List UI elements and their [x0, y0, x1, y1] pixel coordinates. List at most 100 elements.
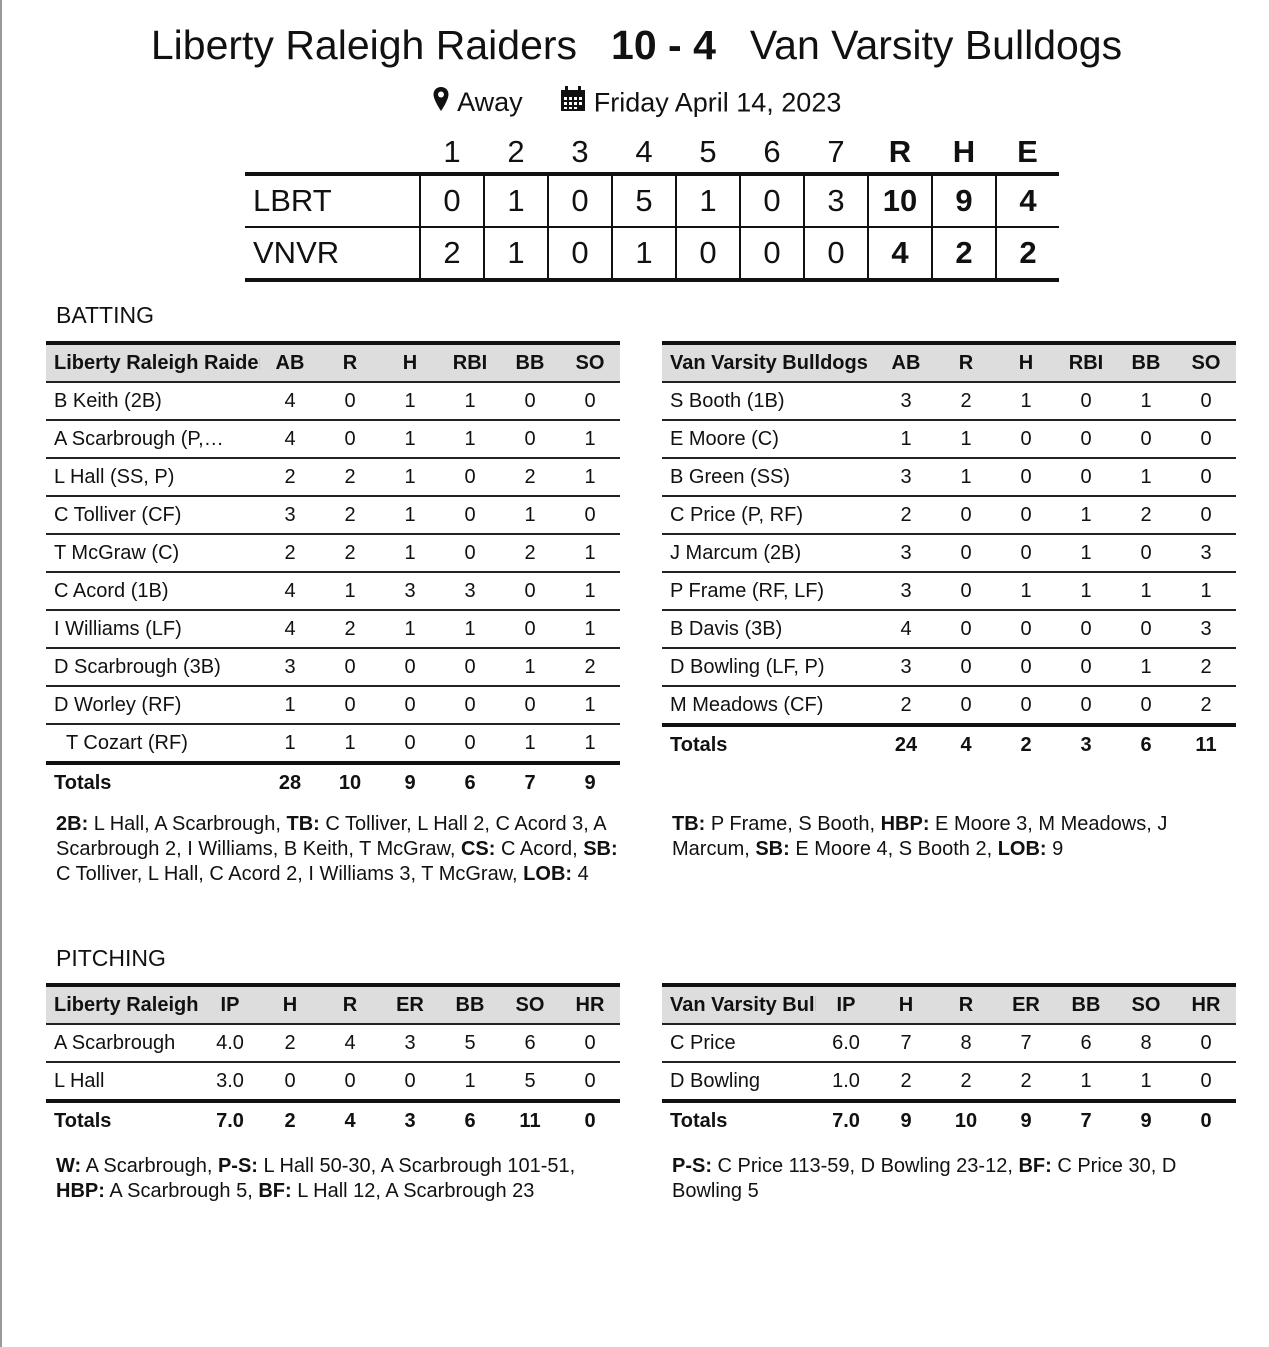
stat-cell: 2: [876, 496, 936, 535]
batting-table-away: Van Varsity Bulldogs AB R H RBI BB SO S Booth (…: [662, 341, 1236, 763]
player-name: B Davis (3B): [662, 610, 876, 649]
player-row: I Williams (LF) 4 2 1 1 0 1: [46, 610, 620, 649]
stat-cell: 1: [380, 610, 440, 649]
totals-cell: 0: [1200, 1109, 1212, 1132]
note-text: 9: [1046, 837, 1064, 860]
totals-cell: 2: [1020, 733, 1032, 756]
stat-cell: 3: [1176, 534, 1236, 573]
stat-cell: 1: [560, 534, 620, 573]
stat-cell: 0: [936, 610, 996, 649]
stat-cell: 3: [260, 496, 320, 535]
pitching-table-home: Liberty Raleigh RaidersIPHRERBBSOHRA Sca…: [46, 983, 620, 1139]
stat-cell: 0: [500, 572, 560, 611]
linescore-column-header: 1: [443, 134, 461, 169]
player-name: D Scarbrough (3B): [46, 648, 260, 687]
player-row: D Worley (RF) 1 0 0 0 0 1: [46, 686, 620, 725]
player-row: M Meadows (CF) 2 0 0 0 0 2: [662, 686, 1236, 727]
totals-cell: 4: [344, 1109, 356, 1132]
batting-table-home: Liberty Raleigh Raiders AB R H RBI BB SO B Keit…: [46, 341, 620, 801]
stat-cell: 1: [380, 420, 440, 459]
stat-cell: 1: [996, 382, 1056, 421]
totals-cell: 28: [278, 771, 302, 794]
stat-column-header: RBI: [440, 341, 500, 383]
stat-cell: 1: [936, 458, 996, 497]
player-row: B Keith (2B) 4 0 1 1 0 0: [46, 382, 620, 421]
stat-cell: 0: [440, 534, 500, 573]
stat-cell: 0: [380, 686, 440, 725]
stat-cell: 0: [380, 1062, 440, 1103]
stat-cell: 0: [1176, 458, 1236, 497]
note-text: A Scarbrough 5,: [104, 1179, 259, 1202]
stat-column-header: R: [936, 341, 996, 383]
player-name: A Scarbrough (P,…: [46, 420, 260, 459]
player-name: M Meadows (CF): [662, 686, 876, 727]
totals-row: Totals 7.0 2 4 3 6 11 0: [46, 1101, 620, 1139]
stat-cell: 0: [560, 382, 620, 421]
stat-cell: 0: [996, 686, 1056, 727]
stat-cell: 0: [440, 686, 500, 725]
stat-cell: 6.0: [816, 1024, 876, 1063]
linescore-cell: 0: [547, 172, 612, 228]
stat-cell: 1: [440, 1062, 500, 1103]
stat-cell: 5: [500, 1062, 560, 1103]
player-row: L Hall 3.0 0 0 0 1 5 0: [46, 1062, 620, 1103]
away-team-name: Van Varsity Bulldogs: [749, 22, 1123, 68]
stat-cell: 3: [876, 382, 936, 421]
stat-cell: 4: [260, 572, 320, 611]
stat-cell: 1: [560, 686, 620, 725]
player-name: D Bowling: [662, 1062, 816, 1103]
stat-cell: 0: [440, 648, 500, 687]
totals-row: Totals 24 4 2 3 6 11: [662, 725, 1236, 763]
stat-cell: 8: [936, 1024, 996, 1063]
player-name: D Bowling (LF, P): [662, 648, 876, 687]
stat-cell: 0: [936, 648, 996, 687]
player-row: T Cozart (RF) 1 1 0 0 1 1: [46, 724, 620, 765]
stat-cell: 2: [320, 496, 380, 535]
note-label: P-S:: [672, 1154, 712, 1177]
stat-cell: 3: [260, 648, 320, 687]
stat-cell: 0: [936, 686, 996, 727]
player-name: B Green (SS): [662, 458, 876, 497]
stat-cell: 0: [996, 648, 1056, 687]
stat-cell: 0: [260, 1062, 320, 1103]
stat-cell: 3: [876, 572, 936, 611]
stat-cell: 0: [380, 648, 440, 687]
player-row: C Price (P, RF) 2 0 0 1 2 0: [662, 496, 1236, 535]
player-name: P Frame (RF, LF): [662, 572, 876, 611]
linescore-cell: 10: [867, 172, 932, 228]
pitching-table-away: Van Varsity BulldogsIPHRERBBSOHRC Price6…: [662, 983, 1236, 1139]
stat-column-header: HR: [560, 983, 620, 1025]
player-name: T McGraw (C): [46, 534, 260, 573]
stat-cell: 0: [936, 496, 996, 535]
stat-column-header: BB: [440, 983, 500, 1025]
player-name: T Cozart (RF): [46, 724, 260, 765]
stat-cell: 0: [1176, 1062, 1236, 1103]
game-meta: Away Friday April 14, 2023: [2, 86, 1269, 119]
totals-cell: 9: [584, 771, 596, 794]
note-text: A Scarbrough,: [81, 1154, 218, 1177]
linescore-cell: 0: [739, 227, 804, 282]
pitching-notes-away: P-S: C Price 113-59, D Bowling 23-12, BF…: [672, 1154, 1237, 1204]
totals-cell: 7: [524, 771, 536, 794]
stat-cell: 0: [1056, 382, 1116, 421]
stat-column-header: AB: [260, 341, 320, 383]
map-pin-icon: [432, 87, 450, 118]
totals-cell: 9: [1140, 1109, 1152, 1132]
stat-cell: 2: [320, 458, 380, 497]
player-row: D Scarbrough (3B) 3 0 0 0 1 2: [46, 648, 620, 687]
linescore-cell: 2: [995, 227, 1059, 282]
stat-cell: 1: [380, 496, 440, 535]
linescore-team: LBRT: [245, 172, 420, 228]
stat-cell: 1: [1056, 572, 1116, 611]
linescore-table: 1 2 3 4 5 6 7 R H E LBRT 0 1 0 5 1 0 3 10 9 4 VNVR 2 1 0 1 0 0 0 4 2 2: [245, 132, 1059, 282]
stat-cell: 3: [440, 572, 500, 611]
linescore-column-header: 5: [699, 134, 717, 169]
stat-column-header: R: [320, 983, 380, 1025]
player-name: I Williams (LF): [46, 610, 260, 649]
stat-cell: 0: [996, 496, 1056, 535]
home-team-name: Liberty Raleigh Raiders: [150, 22, 578, 68]
note-text: C Acord,: [495, 837, 584, 860]
table-header-row: Liberty Raleigh RaidersIPHRERBBSOHR: [46, 983, 620, 1025]
stat-column-header: RBI: [1056, 341, 1116, 383]
linescore-row: LBRT 0 1 0 5 1 0 3 10 9 4: [245, 172, 1059, 228]
